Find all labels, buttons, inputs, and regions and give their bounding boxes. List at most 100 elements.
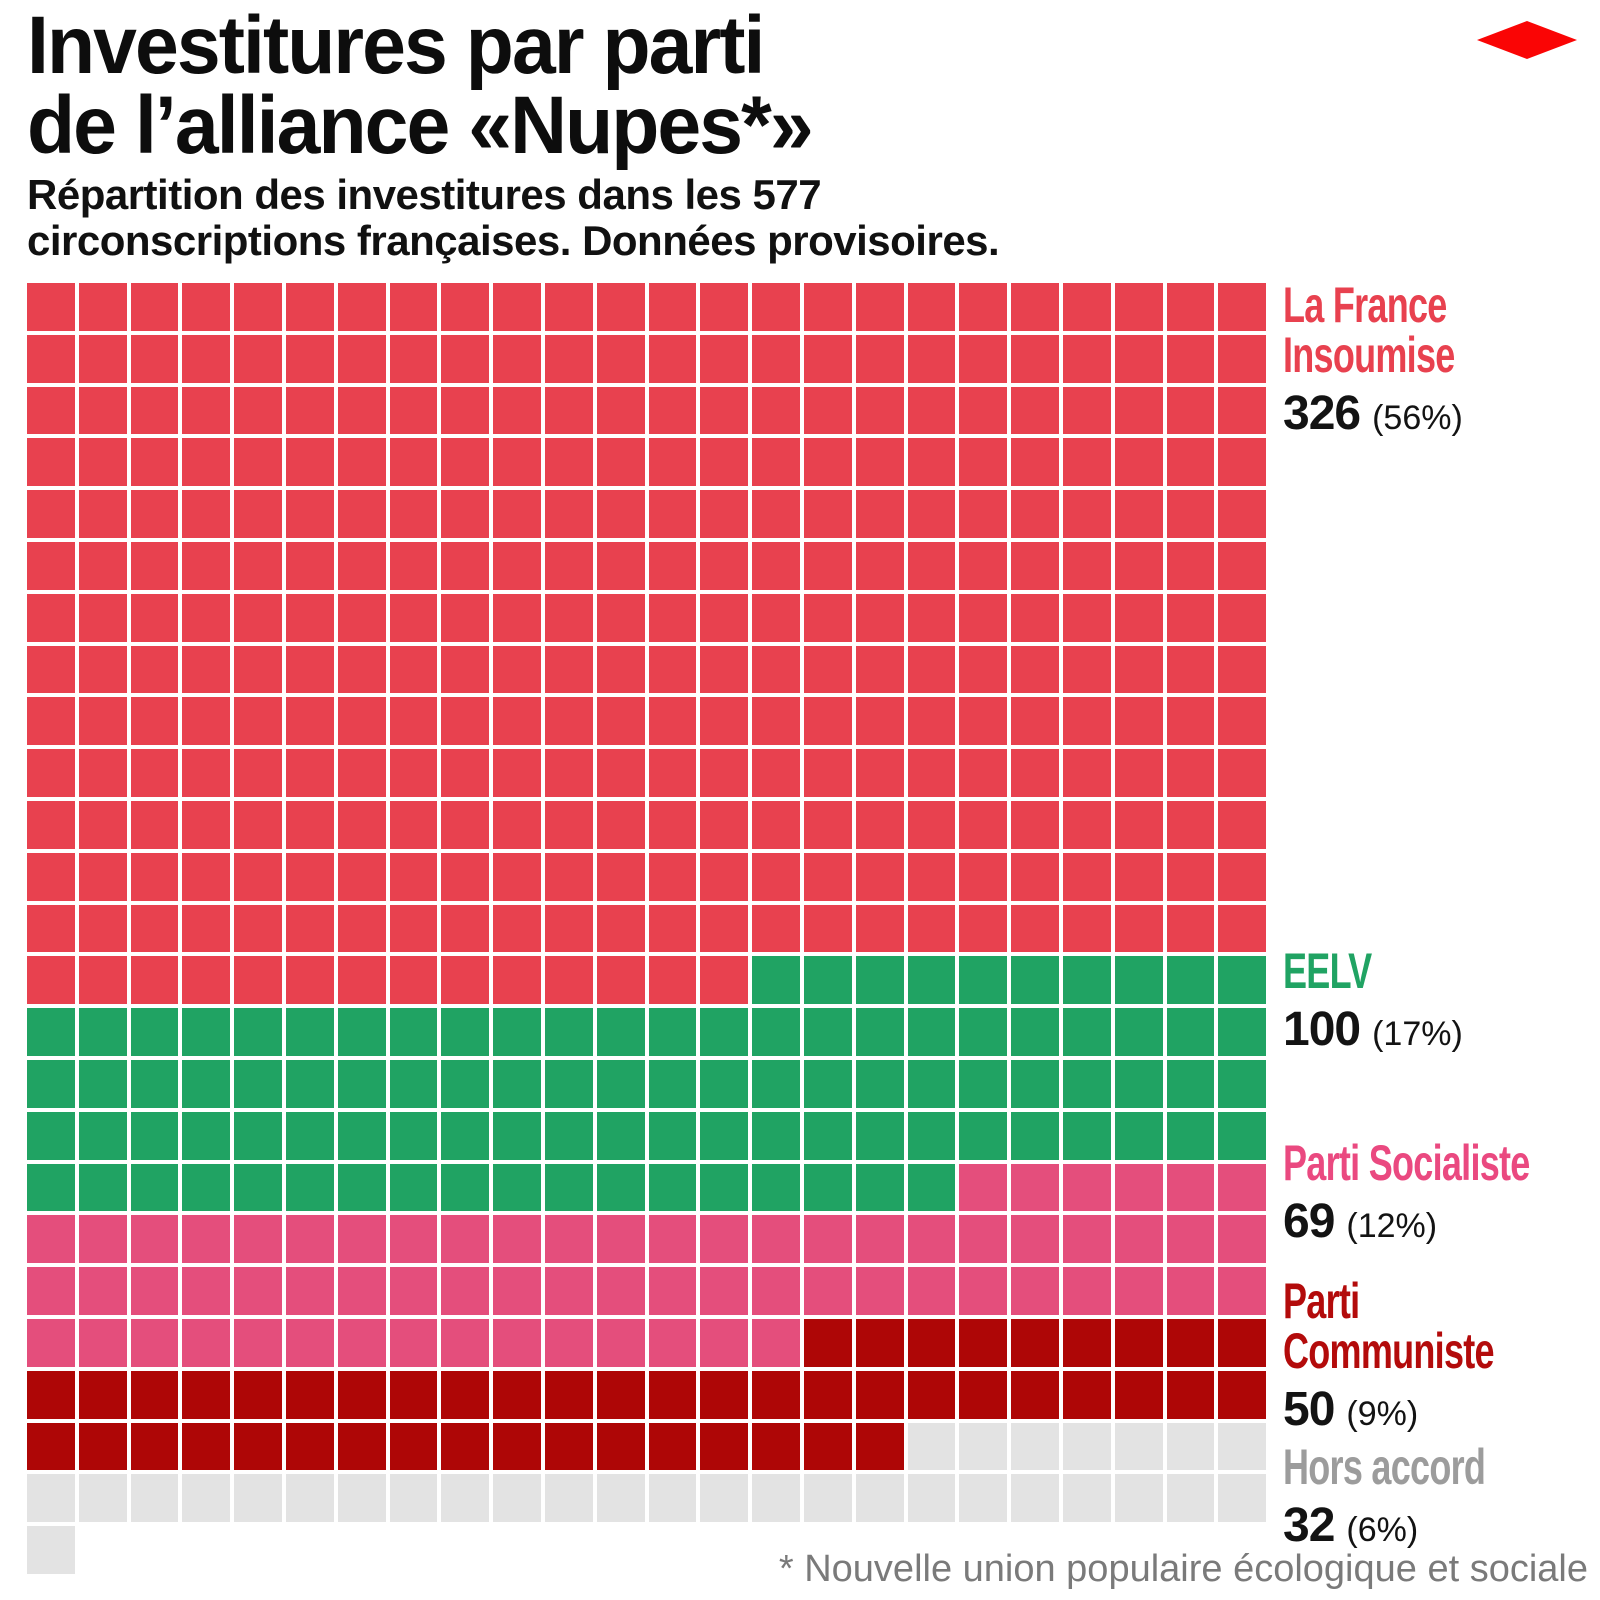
waffle-cell-hors-accord xyxy=(78,1474,127,1523)
waffle-cell-hors-accord xyxy=(182,1474,231,1523)
waffle-cell-parti-socialiste xyxy=(182,1215,231,1264)
title-line-1: Investitures par parti xyxy=(27,0,765,91)
waffle-cell-la-france-insoumise xyxy=(959,490,1008,538)
waffle-cell-parti-socialiste xyxy=(182,1267,231,1315)
waffle-cell-eelv xyxy=(389,1163,438,1212)
waffle-cell-la-france-insoumise xyxy=(544,904,593,953)
legend-percent-hors-accord: (6%) xyxy=(1346,1511,1419,1549)
waffle-cell-eelv xyxy=(337,1008,386,1056)
waffle-cell-eelv xyxy=(648,1163,697,1212)
legend-value-eelv: 100 xyxy=(1283,1003,1361,1056)
waffle-cell-parti-socialiste xyxy=(182,1318,231,1367)
waffle-cell-la-france-insoumise xyxy=(855,490,904,538)
diamond-logo-icon xyxy=(1477,21,1577,59)
waffle-cell-eelv xyxy=(1166,956,1215,1005)
waffle-cell-parti-communiste xyxy=(907,1318,956,1367)
waffle-cell-eelv xyxy=(596,1059,645,1108)
waffle-cell-la-france-insoumise xyxy=(544,438,593,487)
waffle-cell-la-france-insoumise xyxy=(441,749,490,797)
waffle-cell-la-france-insoumise xyxy=(959,645,1008,694)
legend-parti-socialiste: Parti Socialiste 69 (12%) xyxy=(1283,1138,1600,1249)
waffle-cell-parti-socialiste xyxy=(1166,1163,1215,1212)
waffle-cell-la-france-insoumise xyxy=(752,438,800,487)
waffle-cell-la-france-insoumise xyxy=(1114,283,1163,331)
waffle-cell-la-france-insoumise xyxy=(1062,697,1111,746)
legend-value-la-france-insoumise: 326 xyxy=(1283,387,1361,440)
waffle-cell-eelv xyxy=(1166,1059,1215,1108)
waffle-cell-la-france-insoumise xyxy=(234,334,282,383)
waffle-cell-eelv xyxy=(1218,956,1267,1005)
waffle-cell-la-france-insoumise xyxy=(130,697,179,746)
waffle-cell-la-france-insoumise xyxy=(337,541,386,590)
waffle-cell-la-france-insoumise xyxy=(959,386,1008,435)
waffle-cell-parti-socialiste xyxy=(907,1215,956,1264)
waffle-cell-la-france-insoumise xyxy=(78,800,127,849)
waffle-cell-la-france-insoumise xyxy=(27,697,75,746)
legend-percent-eelv: (17%) xyxy=(1372,1015,1463,1053)
waffle-cell-eelv xyxy=(752,1163,800,1212)
waffle-cell-la-france-insoumise xyxy=(1218,334,1267,383)
waffle-cell-la-france-insoumise xyxy=(959,749,1008,797)
waffle-cell-la-france-insoumise xyxy=(78,283,127,331)
waffle-cell-la-france-insoumise xyxy=(648,697,697,746)
waffle-cell-parti-socialiste xyxy=(1011,1267,1059,1315)
waffle-cell-la-france-insoumise xyxy=(752,593,800,642)
waffle-cell-la-france-insoumise xyxy=(441,800,490,849)
waffle-cell-la-france-insoumise xyxy=(441,956,490,1005)
waffle-cell-parti-communiste xyxy=(959,1318,1008,1367)
waffle-cell-hors-accord xyxy=(596,1474,645,1523)
waffle-cell-la-france-insoumise xyxy=(493,490,541,538)
waffle-cell-la-france-insoumise xyxy=(855,593,904,642)
waffle-cell-eelv xyxy=(803,1059,852,1108)
waffle-cell-parti-socialiste xyxy=(234,1267,282,1315)
waffle-cell-parti-socialiste xyxy=(441,1318,490,1367)
waffle-cell-la-france-insoumise xyxy=(907,852,956,901)
legend-label-la-france-insoumise: La France Insoumise xyxy=(1283,280,1513,380)
waffle-cell-eelv xyxy=(285,1111,334,1160)
waffle-cell-la-france-insoumise xyxy=(907,645,956,694)
waffle-cell-la-france-insoumise xyxy=(596,334,645,383)
waffle-cell-eelv xyxy=(803,1008,852,1056)
subtitle-line-1: Répartition des investitures dans les 57… xyxy=(27,171,822,218)
waffle-cell-parti-socialiste xyxy=(959,1163,1008,1212)
waffle-cell-parti-socialiste xyxy=(337,1318,386,1367)
waffle-cell-parti-communiste xyxy=(285,1422,334,1471)
waffle-cell-eelv xyxy=(1166,1008,1215,1056)
waffle-cell-la-france-insoumise xyxy=(234,386,282,435)
waffle-cell-la-france-insoumise xyxy=(337,956,386,1005)
waffle-cell-la-france-insoumise xyxy=(803,593,852,642)
waffle-cell-parti-socialiste xyxy=(700,1318,749,1367)
waffle-cell-la-france-insoumise xyxy=(182,749,231,797)
waffle-cell-parti-communiste xyxy=(1062,1318,1111,1367)
waffle-cell-la-france-insoumise xyxy=(389,283,438,331)
waffle-cell-la-france-insoumise xyxy=(493,283,541,331)
waffle-cell-la-france-insoumise xyxy=(1114,386,1163,435)
waffle-cell-la-france-insoumise xyxy=(959,334,1008,383)
waffle-cell-la-france-insoumise xyxy=(78,334,127,383)
legend-value-row-la-france-insoumise: 326 (56%) xyxy=(1283,386,1600,441)
waffle-cell-la-france-insoumise xyxy=(389,334,438,383)
legend-value-row-parti-communiste: 50 (9%) xyxy=(1283,1382,1600,1437)
waffle-cell-parti-communiste xyxy=(803,1370,852,1419)
waffle-cell-la-france-insoumise xyxy=(389,956,438,1005)
waffle-cell-la-france-insoumise xyxy=(493,334,541,383)
waffle-cell-hors-accord xyxy=(1218,1474,1267,1523)
waffle-cell-eelv xyxy=(78,1008,127,1056)
waffle-cell-parti-communiste xyxy=(27,1422,75,1471)
waffle-cell-la-france-insoumise xyxy=(285,541,334,590)
waffle-cell-eelv xyxy=(1011,1008,1059,1056)
waffle-cell-la-france-insoumise xyxy=(855,541,904,590)
waffle-cell-la-france-insoumise xyxy=(78,386,127,435)
waffle-cell-parti-communiste xyxy=(1218,1318,1267,1367)
waffle-cell-la-france-insoumise xyxy=(1011,386,1059,435)
waffle-cell-parti-socialiste xyxy=(27,1267,75,1315)
waffle-cell-eelv xyxy=(130,1059,179,1108)
waffle-cell-la-france-insoumise xyxy=(493,749,541,797)
waffle-cell-parti-communiste xyxy=(130,1370,179,1419)
waffle-cell-parti-socialiste xyxy=(234,1215,282,1264)
waffle-cell-parti-socialiste xyxy=(596,1215,645,1264)
waffle-cell-parti-socialiste xyxy=(803,1267,852,1315)
waffle-cell-parti-communiste xyxy=(389,1370,438,1419)
waffle-cell-la-france-insoumise xyxy=(27,541,75,590)
waffle-cell-eelv xyxy=(389,1111,438,1160)
